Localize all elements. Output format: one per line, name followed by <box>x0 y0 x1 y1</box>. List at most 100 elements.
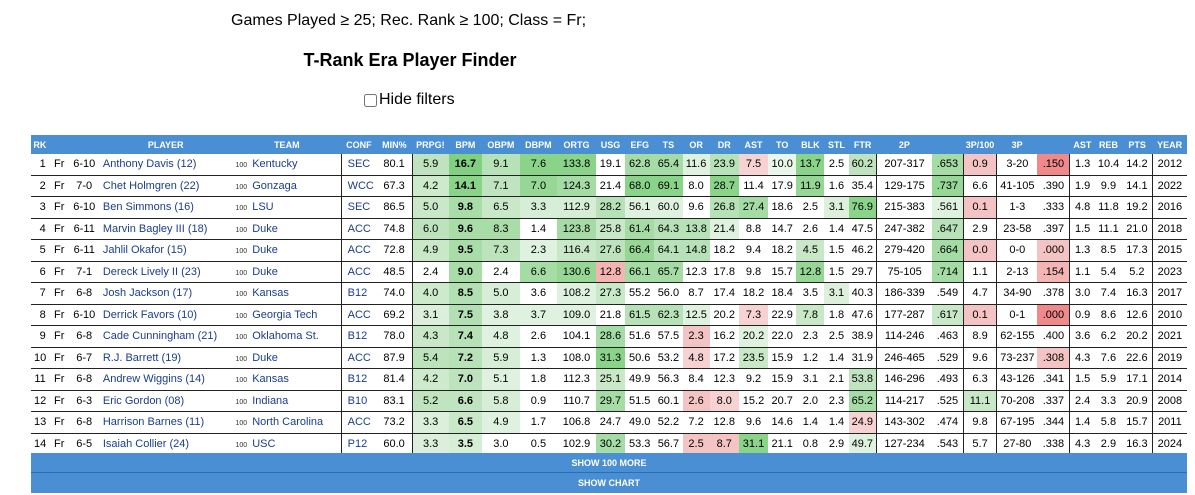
column-header[interactable]: 3P <box>996 135 1038 154</box>
stat-cell: 0.1 <box>962 304 997 326</box>
stat-cell: 9.1 <box>482 154 520 176</box>
conference-link[interactable]: ACC <box>340 411 377 434</box>
team-link[interactable]: USC <box>252 437 276 450</box>
conference-link[interactable]: SEC <box>340 196 377 219</box>
stat-cell: 6.3 <box>962 368 997 391</box>
conference-link[interactable]: WCC <box>340 175 377 197</box>
stat-cell: 9.6 <box>738 411 769 434</box>
team-link[interactable]: Georgia Tech <box>252 308 318 321</box>
column-header[interactable]: TS <box>654 135 683 154</box>
player-link[interactable]: Eric Gordon (08) <box>98 390 233 412</box>
player-link[interactable]: R.J. Barrett (19) <box>98 347 233 369</box>
player-link[interactable]: Anthony Davis (12) <box>98 154 233 176</box>
player-link[interactable]: Andrew Wiggins (14) <box>98 368 233 391</box>
team-link[interactable]: Oklahoma St. <box>252 330 319 343</box>
player-link[interactable]: Cade Cunningham (21) <box>98 325 233 348</box>
column-header[interactable]: PRPG! <box>412 135 449 154</box>
show-more-button[interactable]: SHOW 100 MORE <box>31 453 1187 473</box>
stat-cell: 18.2 <box>768 239 797 262</box>
team-link[interactable]: Kansas <box>252 373 289 386</box>
conference-link[interactable]: ACC <box>340 347 377 369</box>
stat-cell: 10.0 <box>768 154 797 176</box>
stat-cell: 2021 <box>1151 325 1187 348</box>
class-cell: Fr <box>48 390 70 412</box>
stat-cell: 21.8 <box>595 304 626 326</box>
column-header[interactable]: EFG <box>625 135 655 154</box>
table-body: 1 Fr 6-10 Anthony Davis (12) 100 Kentucky SEC 8… <box>31 154 1187 455</box>
column-header[interactable]: FTR <box>848 135 877 154</box>
column-header[interactable]: PTS <box>1122 135 1153 154</box>
column-header[interactable]: USG <box>595 135 626 154</box>
column-header[interactable]: 2P <box>876 135 933 154</box>
conference-link[interactable]: B12 <box>340 282 377 305</box>
stat-cell: 1.9 <box>1069 175 1095 197</box>
team-link[interactable]: Gonzaga <box>252 179 297 192</box>
player-link[interactable]: Chet Holmgren (22) <box>98 175 233 197</box>
player-link[interactable]: Marvin Bagley III (18) <box>98 218 233 240</box>
team-link[interactable]: Duke <box>252 265 278 278</box>
conference-link[interactable]: ACC <box>340 261 377 283</box>
team-link[interactable]: Duke <box>252 222 278 235</box>
column-header[interactable]: MIN% <box>376 135 413 154</box>
column-header[interactable]: 3P/100 <box>963 135 997 154</box>
stat-cell: 3.0 <box>482 433 520 455</box>
column-header[interactable]: CONF <box>341 135 377 154</box>
stat-cell: 78.0 <box>376 325 413 348</box>
stat-cell: 7.8 <box>796 304 825 326</box>
column-header[interactable]: TO <box>768 135 797 154</box>
column-header[interactable]: DR <box>709 135 739 154</box>
stat-cell: 2.6 <box>682 390 710 412</box>
stat-cell: 60.0 <box>376 433 413 455</box>
conference-link[interactable]: B12 <box>340 368 377 391</box>
team-link[interactable]: North Carolina <box>252 416 324 429</box>
conference-link[interactable]: B12 <box>340 325 377 348</box>
column-header[interactable]: ORTG <box>557 135 596 154</box>
column-header[interactable]: BLK <box>796 135 825 154</box>
stat-cell: 9.4 <box>738 239 769 262</box>
player-link[interactable]: Jahlil Okafor (15) <box>98 239 233 262</box>
team-link[interactable]: Duke <box>252 244 278 257</box>
stat-cell: 1.1 <box>962 261 997 283</box>
stat-cell: 112.9 <box>557 196 596 219</box>
player-link[interactable]: Ben Simmons (16) <box>98 196 233 219</box>
column-header[interactable]: PLAYER <box>98 135 233 154</box>
team-link[interactable]: Duke <box>252 351 278 364</box>
conference-link[interactable]: ACC <box>340 218 377 240</box>
stat-cell: 46.2 <box>848 239 877 262</box>
column-header[interactable]: YEAR <box>1152 135 1187 154</box>
column-header[interactable]: BPM <box>448 135 483 154</box>
player-link[interactable]: Josh Jackson (17) <box>98 282 233 305</box>
stat-cell: 7.5 <box>738 154 769 176</box>
column-header[interactable]: TEAM <box>232 135 342 154</box>
column-header[interactable]: OBPM <box>482 135 520 154</box>
player-link[interactable]: Dereck Lively II (23) <box>98 261 233 283</box>
conference-link[interactable]: P12 <box>340 433 377 455</box>
team-cell: 100 Duke <box>232 218 342 240</box>
player-link[interactable]: Harrison Barnes (11) <box>98 411 233 434</box>
team-link[interactable]: Kentucky <box>252 158 298 171</box>
stat-cell: 9.6 <box>448 218 483 240</box>
team-link[interactable]: Indiana <box>252 394 289 407</box>
conference-link[interactable]: ACC <box>340 304 377 326</box>
player-link[interactable]: Isaiah Collier (24) <box>98 433 233 455</box>
column-header[interactable]: DBPM <box>519 135 558 154</box>
column-header[interactable]: RK <box>31 135 49 154</box>
show-chart-button[interactable]: SHOW CHART <box>31 472 1187 493</box>
conference-link[interactable]: ACC <box>340 239 377 262</box>
conference-link[interactable]: B10 <box>340 390 377 412</box>
column-header[interactable]: STL <box>824 135 849 154</box>
page-title: T-Rank Era Player Finder <box>303 50 517 70</box>
column-header[interactable]: REB <box>1094 135 1123 154</box>
player-link[interactable]: Derrick Favors (10) <box>98 304 233 326</box>
column-header[interactable]: AST <box>738 135 769 154</box>
team-link[interactable]: Kansas <box>252 287 289 300</box>
hide-filters-toggle[interactable]: Hide filters <box>364 91 455 109</box>
table-row: 5 Fr 6-11 Jahlil Okafor (15) 100 Duke ACC 72.8 4… <box>31 239 1187 262</box>
conference-link[interactable]: SEC <box>340 154 377 176</box>
team-link[interactable]: LSU <box>252 201 274 214</box>
column-header[interactable]: OR <box>682 135 710 154</box>
hide-filters-checkbox[interactable] <box>364 93 377 107</box>
column-header[interactable]: AST <box>1069 135 1095 154</box>
stat-cell: 7.6 <box>519 154 558 176</box>
stat-cell: 9.0 <box>448 261 483 283</box>
